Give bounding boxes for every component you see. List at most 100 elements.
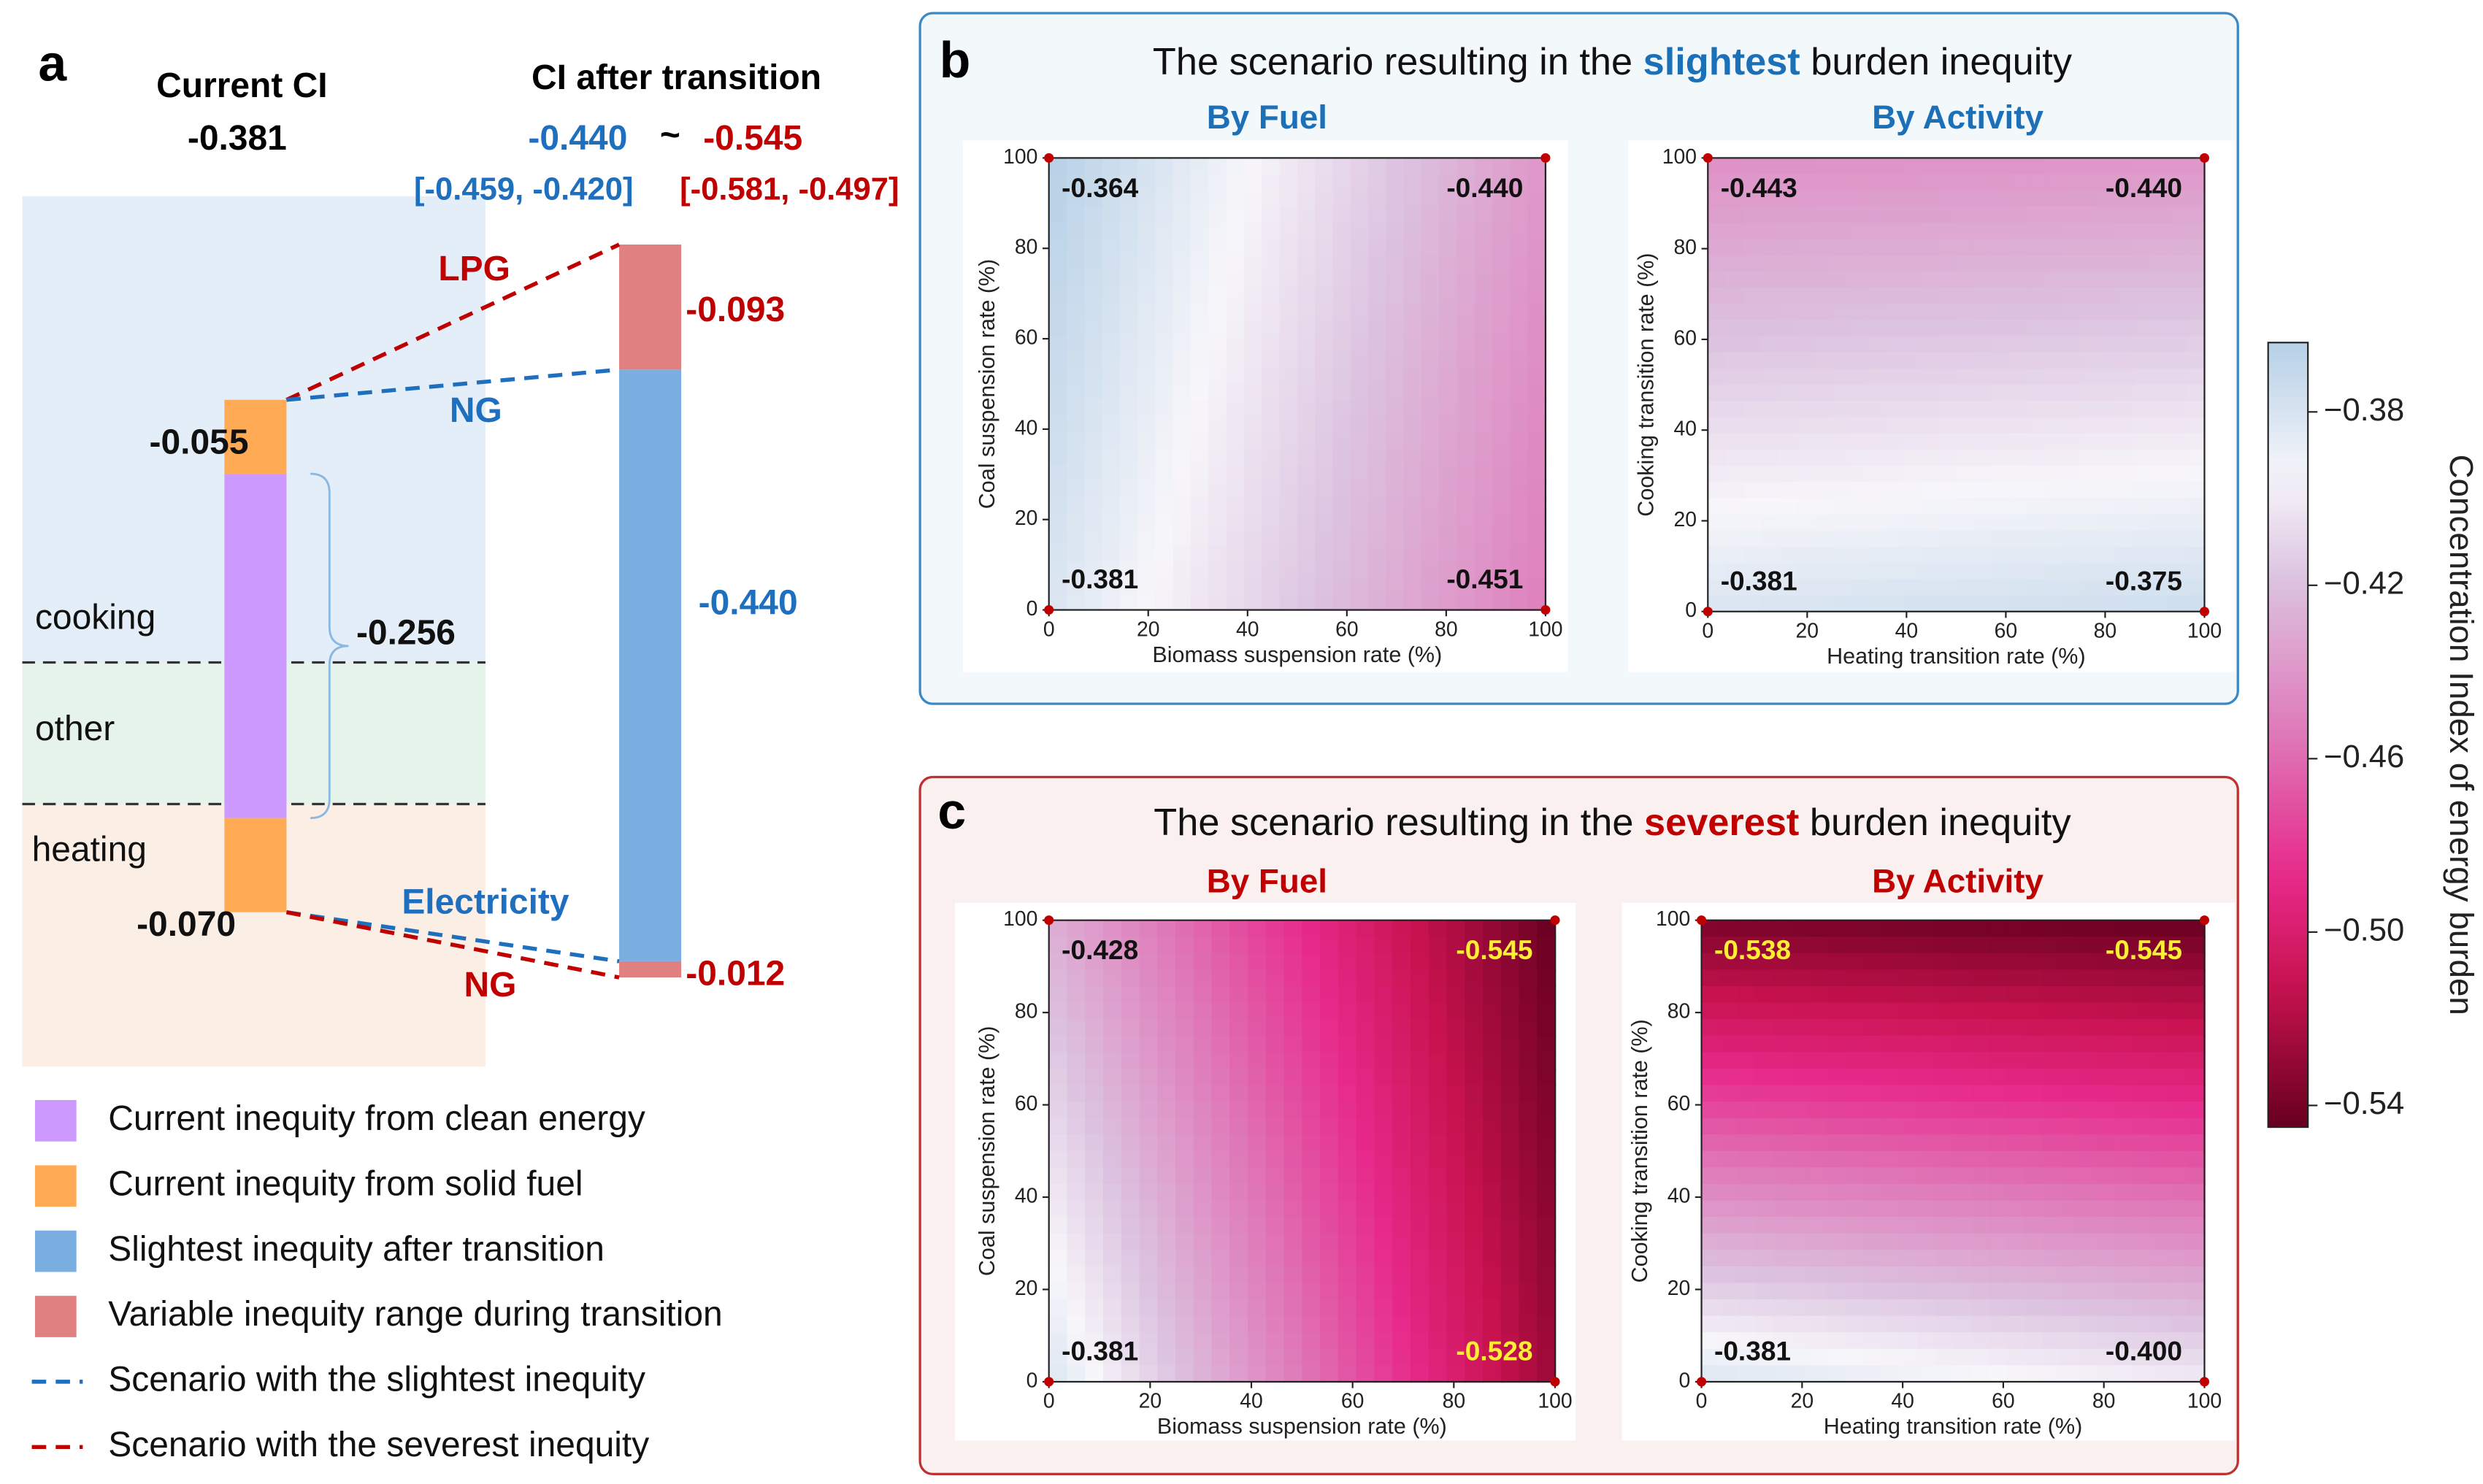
heatmap-cell: [1338, 969, 1357, 988]
heatmap-cell: [1796, 255, 1816, 273]
heatmap-cell: [1845, 1315, 1865, 1334]
heatmap-cell: [2098, 417, 2117, 434]
heatmap-cell: [2150, 920, 2170, 938]
heatmap-cell: [1048, 496, 1068, 515]
heatmap-cell: [1102, 1299, 1123, 1317]
heatmap-cell: [1173, 464, 1192, 482]
heatmap-cell: [1457, 593, 1476, 611]
heatmap-cell: [1761, 206, 1780, 224]
heatmap-cell: [1809, 1118, 1829, 1136]
heatmap-cell: [1283, 1348, 1303, 1366]
heatmap-cell: [1537, 1233, 1557, 1251]
heatmap-cell: [2062, 336, 2081, 353]
heatmap-cell: [2186, 1167, 2206, 1185]
heatmap-cell: [1066, 222, 1086, 240]
heatmap-cell: [1320, 1299, 1340, 1317]
heatmap-cell: [1392, 1183, 1412, 1202]
heatmap-cell: [1279, 319, 1299, 337]
heatmap-cell: [1920, 255, 1940, 273]
heatmap-cell: [1791, 1002, 1811, 1020]
heatmap-cell: [2168, 985, 2188, 1004]
heatmap-cell: [1265, 1315, 1285, 1334]
heatmap-cell: [1492, 528, 1511, 547]
heatmap-cell: [1500, 1332, 1520, 1350]
heatmap-cell: [1492, 255, 1511, 272]
heatmap-cell: [1155, 416, 1175, 434]
heatmap-cell: [1991, 352, 2011, 370]
heatmap-cell: [1386, 577, 1405, 595]
heatmap-cell: [1482, 1266, 1503, 1284]
heatmap-cell: [1809, 1035, 1829, 1053]
heatmap-cell: [1155, 287, 1175, 304]
heatmap-cell: [2168, 255, 2188, 273]
heatmap-cell: [1827, 969, 1846, 988]
heatmap-cell: [1297, 271, 1316, 288]
heatmap-cell: [1970, 1217, 1990, 1235]
heatmap-cell: [1989, 1283, 2008, 1301]
heatmap-cell: [1262, 367, 1281, 385]
heatmap-cell: [2080, 174, 2100, 192]
heatmap-cell: [1102, 577, 1121, 595]
heatmap-cell: [1315, 383, 1334, 401]
heatmap-cell: [1428, 1217, 1448, 1235]
heatmap-cell: [1048, 319, 1068, 337]
heatmap-cell: [1428, 1183, 1448, 1202]
heatmap-cell: [1938, 385, 1957, 402]
y-tick-label: 0: [1685, 599, 1697, 622]
heatmap-cell: [1229, 1233, 1249, 1251]
heatmap-cell: [1102, 1019, 1123, 1037]
corner-label: -0.381: [1721, 565, 1797, 596]
heatmap-cell: [2098, 530, 2117, 548]
heatmap-cell: [1903, 530, 1922, 548]
heatmap-cell: [1367, 158, 1387, 175]
heatmap-cell: [1743, 174, 1762, 192]
heatmap-cell: [1048, 1266, 1068, 1284]
heatmap-cell: [2006, 1150, 2026, 1169]
heatmap-cell: [2168, 1315, 2188, 1334]
heatmap-cell: [1428, 1085, 1448, 1103]
heatmap-cell: [1737, 1332, 1757, 1350]
heatmap-cell: [2116, 514, 2135, 532]
heatmap-cell: [1084, 255, 1103, 272]
heatmap-cell: [2044, 449, 2064, 467]
heatmap-cell: [1938, 304, 1957, 321]
heatmap-cell: [1457, 400, 1476, 418]
heatmap-cell: [1283, 1315, 1303, 1334]
heatmap-cell: [1725, 206, 1745, 224]
heatmap-cell: [1849, 563, 1869, 580]
heatmap-cell: [2062, 514, 2081, 532]
heatmap-cell: [2186, 1085, 2206, 1103]
heatmap-cell: [1510, 255, 1529, 272]
heatmap-cell: [1137, 545, 1156, 563]
heatmap-cell: [1970, 1183, 1990, 1202]
heatmap-cell: [1725, 352, 1745, 370]
title-part: severest: [1644, 801, 1799, 844]
heatmap-cell: [2168, 1085, 2188, 1103]
heatmap-cell: [1743, 158, 1762, 175]
heatmap-cell: [1048, 158, 1068, 175]
heatmap-cell: [1193, 1233, 1213, 1251]
heatmap-cell: [1500, 1102, 1520, 1119]
heatmap-cell: [1885, 304, 1904, 321]
heatmap-cell: [2044, 239, 2064, 256]
heatmap-cell: [1283, 1167, 1303, 1185]
heatmap-cell: [2080, 498, 2100, 515]
heatmap-cell: [1367, 319, 1387, 337]
heatmap-cell: [1315, 528, 1334, 547]
heatmap-cell: [1761, 287, 1780, 305]
heatmap-cell: [1048, 400, 1068, 418]
heatmap-cell: [1066, 496, 1086, 515]
heatmap-cell: [1953, 1118, 1972, 1136]
heatmap-cell: [2044, 174, 2064, 192]
heatmap-cell: [1067, 1118, 1086, 1136]
heatmap-cell: [1814, 417, 1833, 434]
heatmap-cell: [1193, 1315, 1213, 1334]
heatmap-cell: [1500, 985, 1520, 1004]
heatmap-cell: [1085, 1150, 1105, 1169]
heatmap-cell: [1989, 1315, 2008, 1334]
heatmap-cell: [1175, 1217, 1195, 1235]
heatmap-cell: [1157, 920, 1177, 938]
heatmap-cell: [1386, 319, 1405, 337]
heatmap-cell: [2062, 352, 2081, 370]
heatmap-cell: [1537, 1035, 1557, 1053]
